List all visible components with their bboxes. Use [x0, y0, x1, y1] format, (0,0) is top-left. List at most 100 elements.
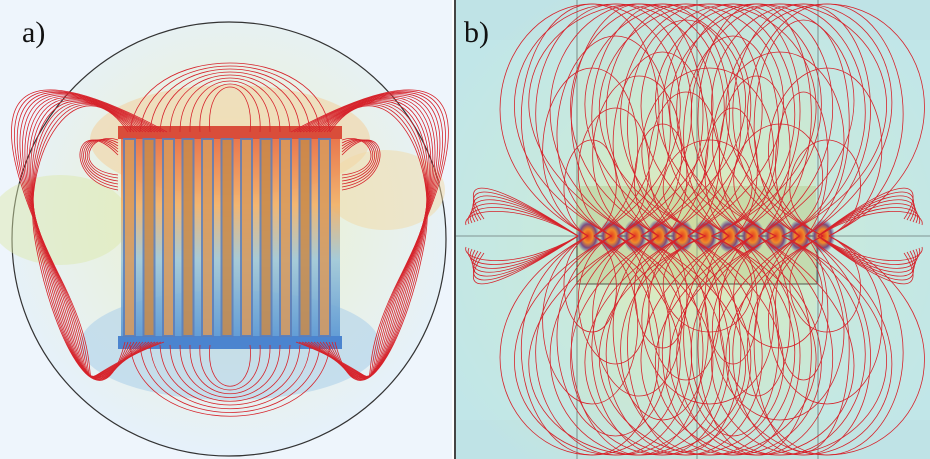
- field-line: [199, 344, 261, 391]
- field-line: [718, 235, 791, 397]
- field-line: [817, 210, 923, 237]
- field-line: [472, 235, 579, 277]
- field-line: [570, 235, 752, 456]
- field-line: [159, 71, 301, 133]
- field-lines-a: [11, 62, 449, 417]
- panel-b: b): [454, 0, 930, 459]
- field-line: [209, 344, 251, 387]
- field-line: [669, 3, 887, 237]
- field-line: [598, 3, 817, 237]
- field-line: [341, 138, 374, 179]
- field-line: [179, 344, 281, 398]
- field-line: [472, 235, 579, 285]
- field-line: [712, 51, 845, 237]
- field-line: [11, 89, 168, 378]
- field-line: [612, 51, 709, 237]
- field-line: [648, 235, 720, 381]
- field-line: [542, 235, 639, 405]
- field-line: [85, 139, 119, 182]
- bar: [201, 138, 214, 337]
- field-line: [129, 62, 331, 133]
- field-line: [725, 235, 925, 456]
- bar: [240, 138, 253, 337]
- field-line: [563, 235, 617, 333]
- field-line: [817, 235, 918, 269]
- panel-a-plot: [0, 0, 452, 459]
- field-line: [83, 139, 119, 185]
- field-line: [472, 187, 579, 237]
- field-line: [81, 139, 119, 188]
- bar: [162, 138, 175, 337]
- field-line: [471, 199, 579, 237]
- field-line: [473, 235, 579, 281]
- field-line: [465, 210, 579, 237]
- panel-a: a): [0, 0, 452, 459]
- field-line: [641, 67, 774, 237]
- field-line: [473, 191, 579, 237]
- field-line: [655, 3, 855, 237]
- field-line: [86, 138, 119, 179]
- field-line: [768, 235, 883, 405]
- field-line: [817, 195, 915, 237]
- field-line: [817, 235, 914, 285]
- field-line: [753, 19, 850, 237]
- field-line: [556, 35, 671, 237]
- field-line: [499, 3, 681, 237]
- field-line: [789, 139, 861, 237]
- field-line: [528, 235, 746, 456]
- field-line: [753, 235, 850, 453]
- panel-a-label: a): [22, 16, 46, 49]
- top-plate: [118, 126, 342, 139]
- field-line: [669, 235, 887, 456]
- field-line: [179, 77, 281, 133]
- field-line: [199, 83, 261, 133]
- field-line: [159, 344, 301, 406]
- field-line: [817, 207, 921, 237]
- field-line: [712, 235, 845, 421]
- field-line: [341, 139, 377, 185]
- bar: [220, 138, 234, 337]
- field-line: [341, 138, 372, 176]
- field-line: [655, 235, 855, 456]
- field-line: [725, 3, 925, 237]
- field-line: [711, 235, 893, 456]
- field-line: [817, 235, 923, 262]
- field-line: [640, 235, 822, 456]
- field-line: [817, 191, 914, 237]
- field-line: [584, 3, 784, 237]
- field-line: [467, 207, 579, 237]
- field-line: [718, 75, 791, 237]
- field-line: [169, 344, 291, 402]
- field-line: [169, 74, 291, 133]
- field-line: [467, 235, 579, 265]
- field-line: [129, 344, 331, 417]
- field-line: [79, 139, 119, 191]
- field-line: [662, 139, 753, 237]
- panel-b-plot: [456, 0, 930, 459]
- bars: [123, 138, 331, 337]
- field-line: [290, 89, 449, 378]
- bar: [259, 138, 273, 337]
- field-line: [789, 235, 861, 333]
- field-line: [499, 235, 681, 456]
- field-line: [817, 235, 915, 277]
- field-line: [209, 86, 251, 133]
- field-line: [341, 139, 375, 182]
- field-line: [189, 80, 271, 133]
- panel-b-label: b): [464, 16, 489, 49]
- field-line: [768, 67, 883, 237]
- field-line: [341, 139, 381, 191]
- field-line: [817, 235, 917, 273]
- field-line: [472, 195, 579, 237]
- field-line: [341, 139, 379, 188]
- field-line: [88, 138, 119, 176]
- field-line: [775, 235, 829, 381]
- field-line: [648, 91, 720, 237]
- field-line: [641, 235, 774, 405]
- field-line: [817, 203, 918, 237]
- bar: [318, 138, 331, 337]
- field-line: [189, 344, 271, 394]
- field-line: [711, 3, 893, 237]
- field-line: [817, 187, 914, 237]
- field-line: [471, 235, 579, 273]
